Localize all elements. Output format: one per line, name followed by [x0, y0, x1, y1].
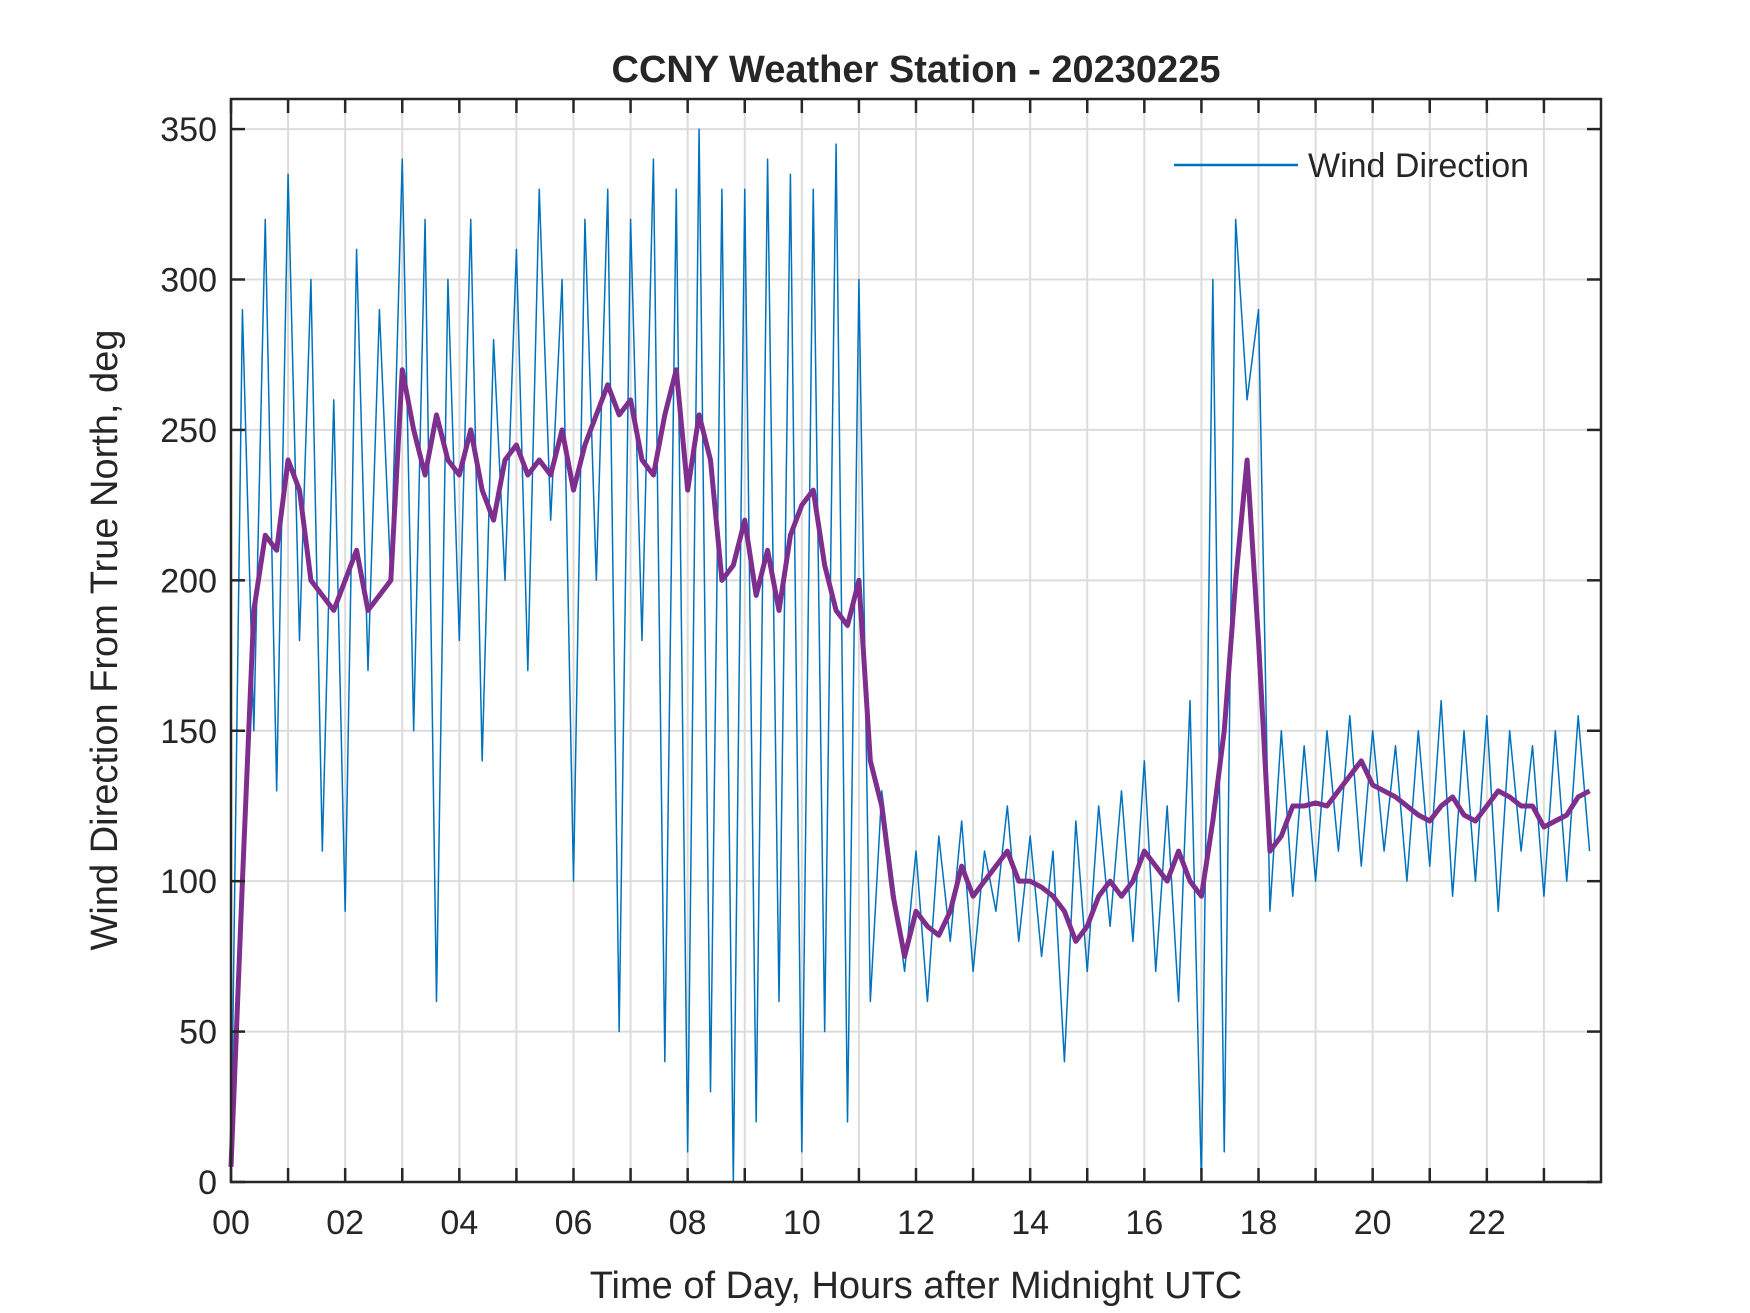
- x-tick-label: 10: [783, 1204, 821, 1242]
- data-line: [228, 367, 1591, 1168]
- data-line: [230, 128, 1591, 1183]
- legend-label: Wind Direction: [1308, 147, 1529, 185]
- chart-title: CCNY Weather Station - 20230225: [612, 49, 1221, 91]
- x-tick-label: 14: [1011, 1204, 1049, 1242]
- y-tick-label: 100: [160, 863, 217, 901]
- x-axis-label: Time of Day, Hours after Midnight UTC: [590, 1265, 1243, 1307]
- x-tick-label: 16: [1125, 1204, 1163, 1242]
- x-tick-label: 22: [1468, 1204, 1506, 1242]
- x-tick-label: 04: [440, 1204, 478, 1242]
- y-tick-label: 350: [160, 111, 217, 149]
- x-tick-label: 02: [326, 1204, 364, 1242]
- x-tick-label: 00: [212, 1204, 250, 1242]
- y-tick-label: 200: [160, 562, 217, 600]
- x-tick-label: 06: [555, 1204, 593, 1242]
- y-tick-label: 50: [179, 1014, 217, 1052]
- y-tick-label: 300: [160, 262, 217, 300]
- x-tick-label: 12: [897, 1204, 935, 1242]
- x-tick-label: 08: [669, 1204, 707, 1242]
- y-tick-label: 250: [160, 412, 217, 450]
- x-tick-label: 18: [1240, 1204, 1278, 1242]
- x-tick-label: 20: [1354, 1204, 1392, 1242]
- y-tick-label: 0: [198, 1164, 217, 1202]
- y-axis-label: Wind Direction From True North, deg: [84, 330, 126, 951]
- y-tick-label: 150: [160, 713, 217, 751]
